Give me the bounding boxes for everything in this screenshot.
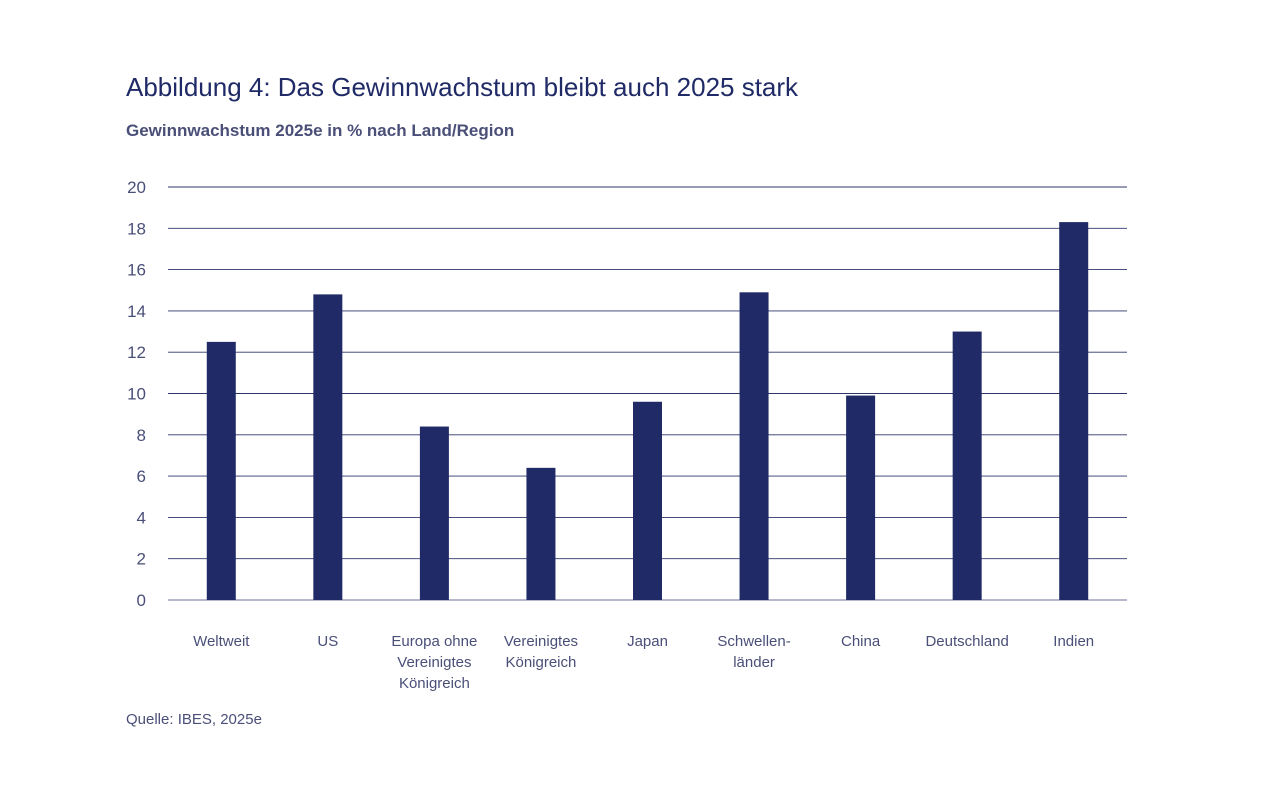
y-tick-label: 2 bbox=[137, 550, 146, 569]
x-tick-label: Japan bbox=[627, 633, 668, 650]
y-tick-label: 16 bbox=[127, 261, 146, 280]
x-tick-label: Weltweit bbox=[193, 633, 250, 650]
x-tick-label: China bbox=[841, 633, 881, 650]
bar-6 bbox=[846, 395, 876, 600]
y-tick-label: 14 bbox=[127, 302, 146, 321]
bar-3 bbox=[526, 467, 556, 600]
chart-title: Abbildung 4: Das Gewinnwachstum bleibt a… bbox=[126, 72, 799, 102]
x-tick-label: Schwellen-länder bbox=[717, 633, 790, 671]
y-axis-ticks: 0 2 4 6 8 10 12 14 16 18 20 bbox=[127, 178, 146, 610]
x-tick-label: Vereinigtes Königreich bbox=[504, 633, 578, 671]
y-tick-label: 12 bbox=[127, 343, 146, 362]
y-tick-label: 0 bbox=[137, 591, 146, 610]
y-tick-label: 10 bbox=[127, 385, 146, 404]
x-tick-label: Deutschland bbox=[925, 633, 1008, 650]
bar-5 bbox=[739, 292, 769, 600]
y-tick-label: 6 bbox=[137, 467, 146, 486]
bar-4 bbox=[633, 401, 662, 600]
y-tick-label: 20 bbox=[127, 178, 146, 197]
y-tick-label: 18 bbox=[127, 219, 146, 238]
x-tick-label: Europa ohne Vereinigtes Königreich bbox=[391, 633, 477, 692]
bar-1 bbox=[313, 294, 343, 600]
bar-7 bbox=[952, 331, 982, 600]
x-tick-label: US bbox=[317, 633, 338, 650]
bar-0 bbox=[206, 341, 236, 600]
x-axis-ticks: Weltweit US Europa ohne Vereinigtes Königrei… bbox=[193, 633, 1094, 692]
bar-2 bbox=[419, 426, 449, 600]
y-tick-label: 4 bbox=[137, 508, 146, 527]
bar-8 bbox=[1059, 222, 1089, 601]
y-tick-label: 8 bbox=[137, 426, 146, 445]
bars bbox=[206, 222, 1089, 601]
chart-subtitle: Gewinnwachstum 2025e in % nach Land/Regi… bbox=[126, 121, 515, 140]
x-tick-label: Indien bbox=[1053, 633, 1094, 650]
source-note: Quelle: IBES, 2025e bbox=[126, 711, 262, 728]
